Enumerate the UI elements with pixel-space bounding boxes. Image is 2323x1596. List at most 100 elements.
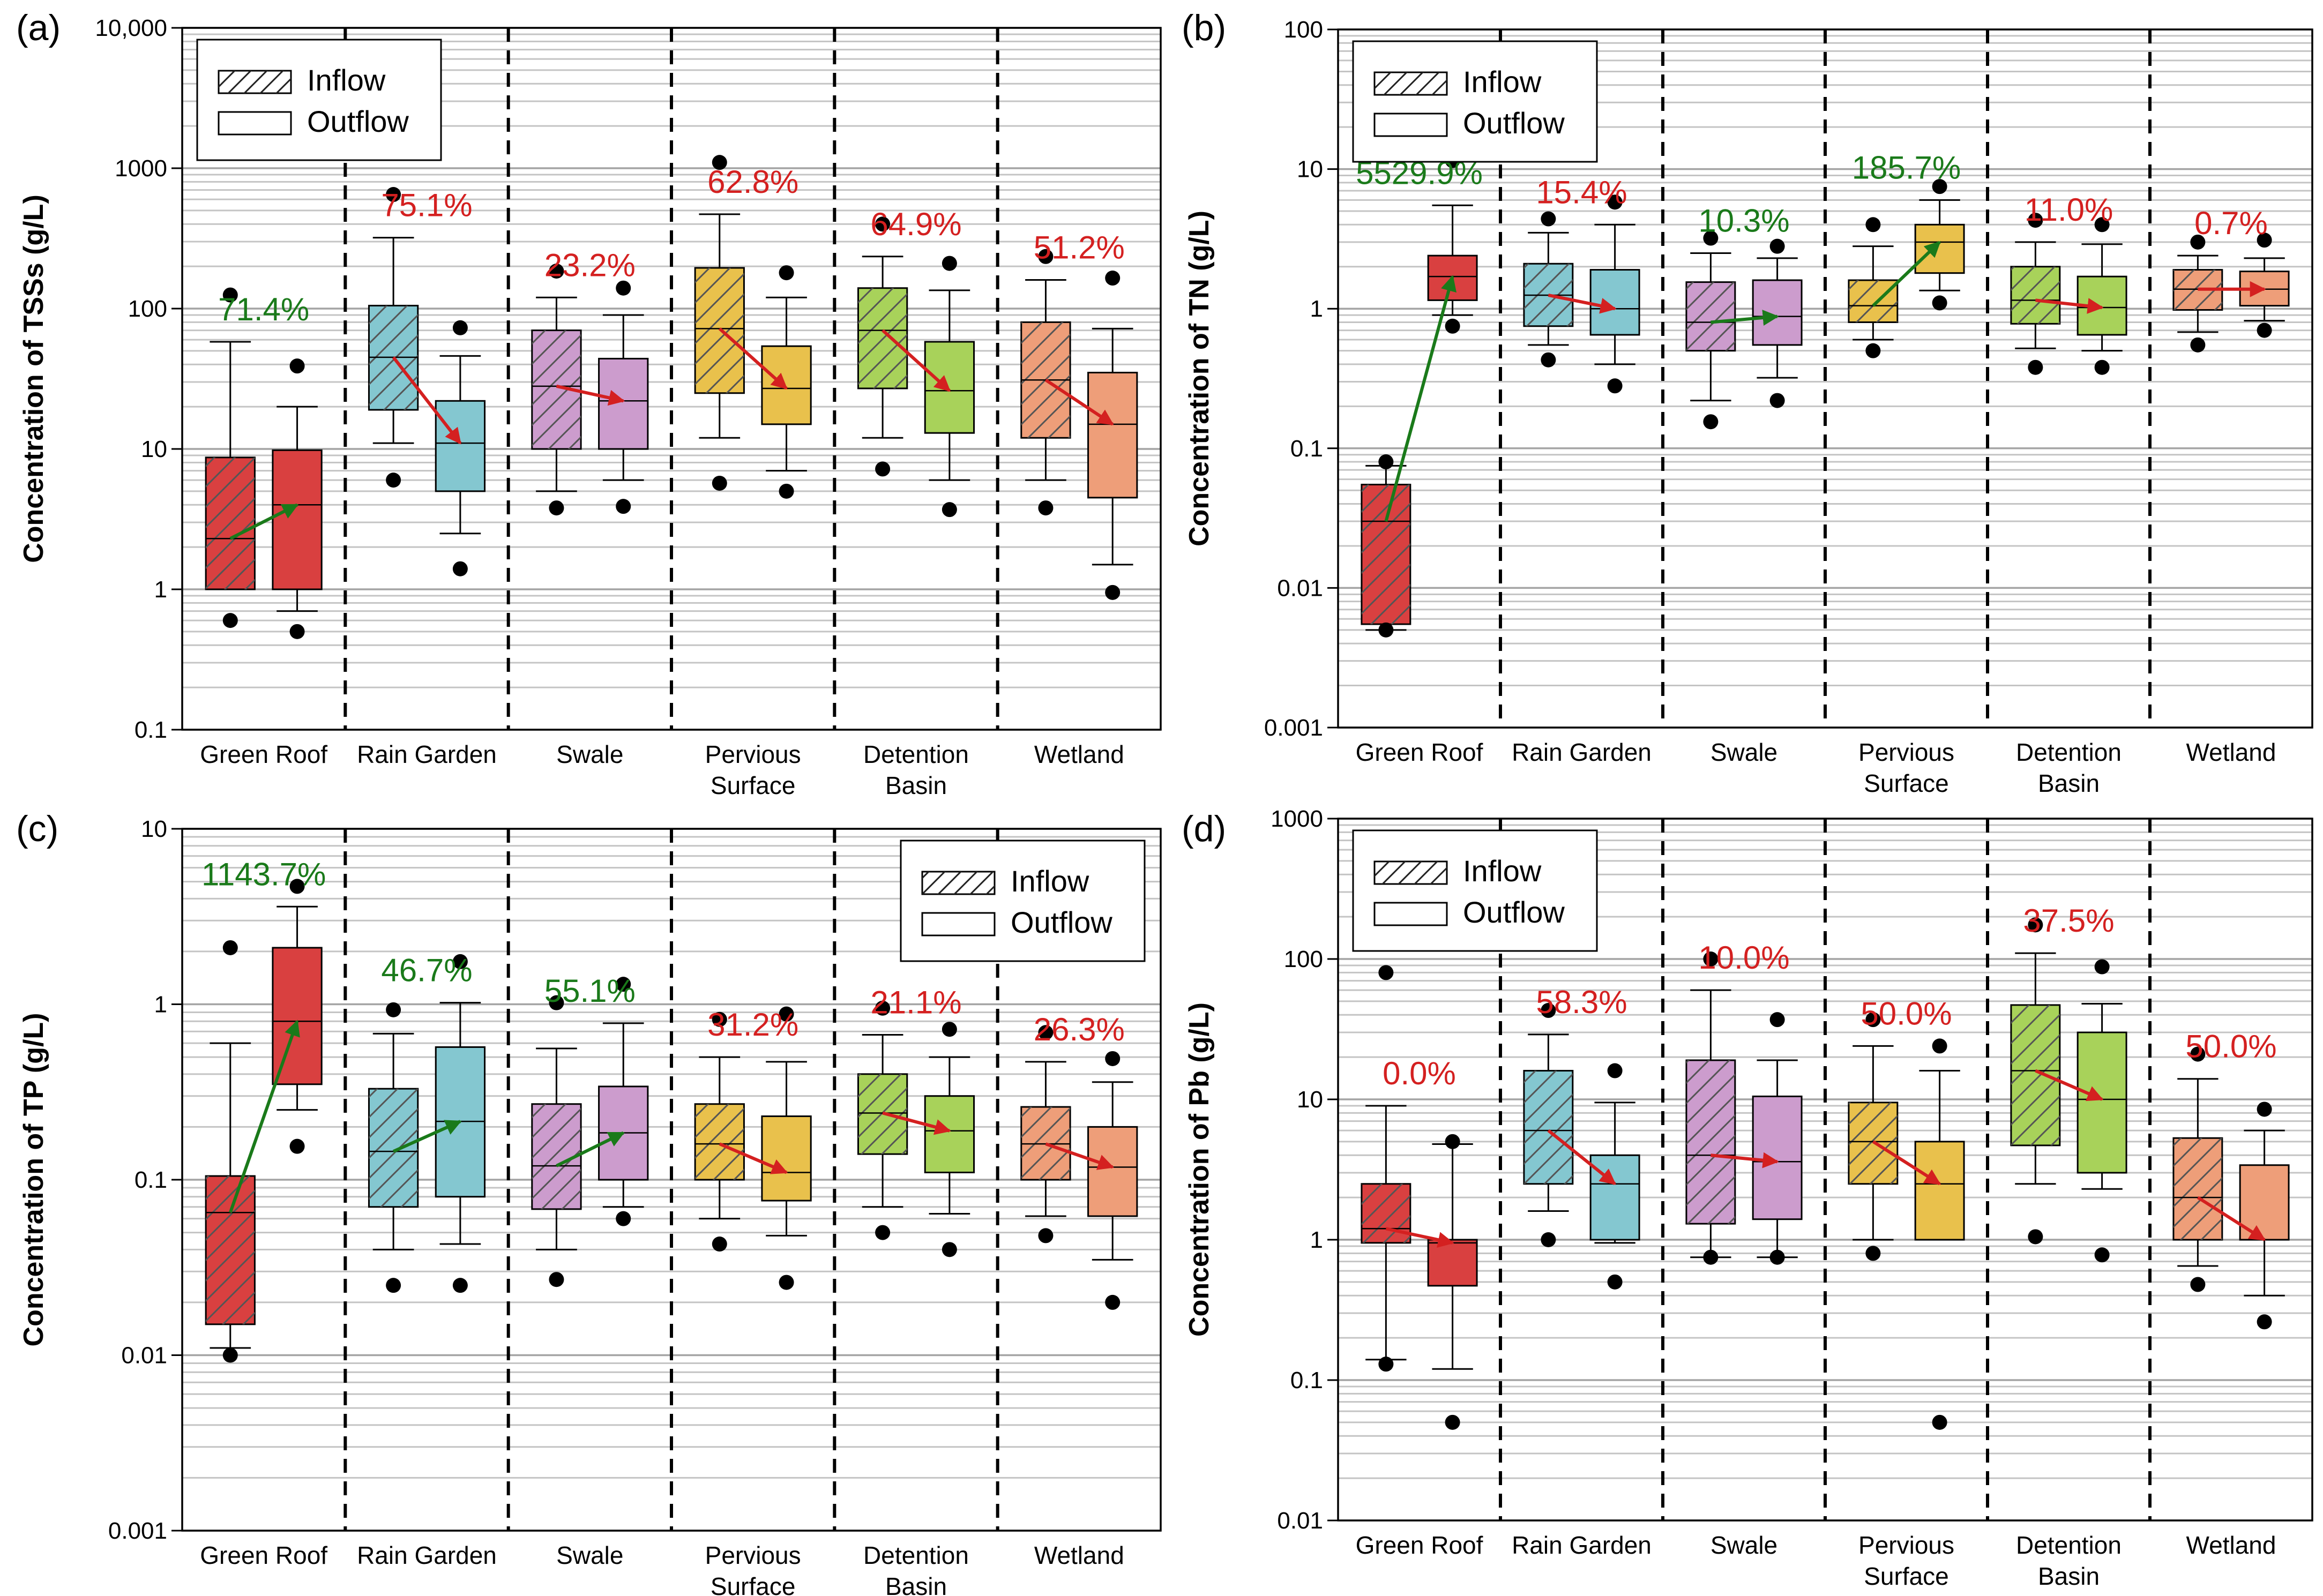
outlier-point (2257, 1102, 2272, 1117)
y-tick-label: 1 (1310, 296, 1323, 322)
category-label: Pervious (705, 740, 801, 768)
iqr-box (924, 341, 975, 434)
change-arrow (556, 1131, 625, 1167)
outflow-box (761, 1006, 812, 1290)
category-label: Surface (1864, 1562, 1949, 1590)
iqr-box (1752, 279, 1803, 346)
y-tick-label: 10 (1297, 156, 1323, 183)
y-tick-label: 0.01 (1277, 575, 1323, 601)
change-arrow (1385, 1227, 1454, 1248)
change-arrow (2035, 298, 2104, 314)
outlier-point (942, 1242, 957, 1257)
outlier-point (2094, 959, 2110, 975)
percent-change-label: 75.1% (381, 188, 472, 223)
category-label: Detention (2016, 1531, 2122, 1559)
y-tick-label: 10 (141, 816, 167, 842)
outlier-point (1541, 1232, 1556, 1247)
outlier-point (1769, 238, 1785, 254)
change-arrow (229, 503, 299, 540)
outlier-point (2028, 359, 2043, 375)
iqr-hatch (2011, 266, 2060, 324)
change-arrow (1872, 1140, 1941, 1186)
y-tick-label: 10 (141, 436, 167, 462)
outlier-point (1607, 1063, 1623, 1078)
category-rain-garden: 75.1% (368, 187, 486, 576)
outlier-point (1865, 343, 1881, 358)
outlier-point (616, 499, 631, 514)
change-arrow (2197, 1196, 2266, 1241)
y-tick-label: 10,000 (95, 15, 167, 41)
percent-change-label: 31.2% (707, 1007, 798, 1043)
y-tick-label: 1 (1310, 1227, 1323, 1253)
outlier-point (2028, 1229, 2043, 1245)
iqr-hatch (1523, 1070, 1573, 1184)
percent-change-label: 58.3% (1536, 984, 1627, 1020)
outflow-box (1589, 194, 1640, 394)
iqr-hatch (1686, 1060, 1735, 1224)
category-green-roof: 71.4% (205, 287, 323, 639)
y-tick-label: 0.001 (108, 1518, 167, 1544)
outflow-box (1087, 1051, 1138, 1310)
panels-layer: 0.1 1 10 100 1000 10,000 71.4% Green Roof 75.1% R… (16, 8, 2313, 1596)
category-swale: 55.1% (531, 973, 649, 1287)
inflow-box (1523, 1003, 1574, 1247)
outlier-point (2190, 337, 2206, 353)
panel-d: 0.01 0.1 1 10 100 1000 0.0% Green Roof 58.3% Rain… (1182, 806, 2313, 1590)
y-axis-title: Concentration of TP (g/L) (18, 1013, 49, 1347)
iqr-box (1087, 371, 1138, 499)
category-label: Detention (863, 1541, 969, 1569)
inflow-box (694, 1011, 745, 1252)
outlier-point (2028, 213, 2043, 228)
outlier-point (1541, 211, 1556, 227)
outlier-point (1865, 217, 1881, 233)
category-label: Swale (1710, 738, 1777, 766)
legend-box (1352, 40, 1598, 163)
category-label: Detention (2016, 738, 2122, 766)
category-detention-basin: 64.9% (857, 206, 975, 518)
category-label: Surface (711, 1572, 796, 1596)
iqr-box (2076, 1031, 2127, 1174)
outlier-point (1932, 1038, 1947, 1054)
y-tick-label: 0.1 (135, 1167, 167, 1193)
outlier-point (222, 287, 238, 303)
category-label: Green Roof (200, 740, 327, 768)
panel-c: 0.001 0.01 0.1 1 10 1143.7% Green Roof 46.7% Rai… (16, 808, 1162, 1596)
inflow-box (1020, 1025, 1071, 1243)
outlier-point (452, 320, 468, 335)
percent-change-label: 55.1% (544, 973, 636, 1009)
legend: Inflow Outflow (1352, 829, 1598, 952)
iqr-box (1589, 1154, 1640, 1241)
change-arrow (1044, 378, 1114, 426)
category-label: Basin (2038, 769, 2100, 797)
inflow-box (531, 995, 582, 1287)
legend: Inflow Outflow (900, 840, 1146, 962)
y-tick-label: 100 (1284, 17, 1323, 43)
inflow-box (205, 940, 256, 1363)
percent-change-label: 51.2% (1034, 230, 1125, 266)
category-label: Rain Garden (1512, 738, 1652, 766)
iqr-box (272, 449, 323, 590)
category-label: Rain Garden (1512, 1531, 1652, 1559)
outflow-box (272, 879, 323, 1154)
legend-box (196, 39, 442, 161)
outlier-point (386, 1002, 401, 1017)
outlier-point (222, 940, 238, 955)
iqr-box (1589, 269, 1640, 336)
iqr-box (1752, 1095, 1803, 1220)
outlier-point (1865, 1012, 1881, 1028)
outflow-box (1914, 1038, 1965, 1430)
change-arrow (1547, 1129, 1616, 1186)
category-green-roof: 0.0% (1361, 965, 1478, 1430)
iqr-hatch (206, 1176, 255, 1324)
outlier-point (1703, 951, 1719, 966)
legend-inflow-hatch (922, 872, 995, 894)
legend-inflow-hatch (1375, 72, 1447, 95)
outlier-point (779, 1275, 794, 1290)
category-label: Detention (863, 740, 969, 768)
category-wetland: 50.0% (2172, 1029, 2290, 1330)
outlier-point (779, 483, 794, 499)
legend-outflow-label: Outflow (1463, 895, 1565, 929)
category-label: Swale (556, 740, 623, 768)
legend-outflow-swatch (218, 111, 292, 136)
iqr-box (1914, 1141, 1965, 1241)
